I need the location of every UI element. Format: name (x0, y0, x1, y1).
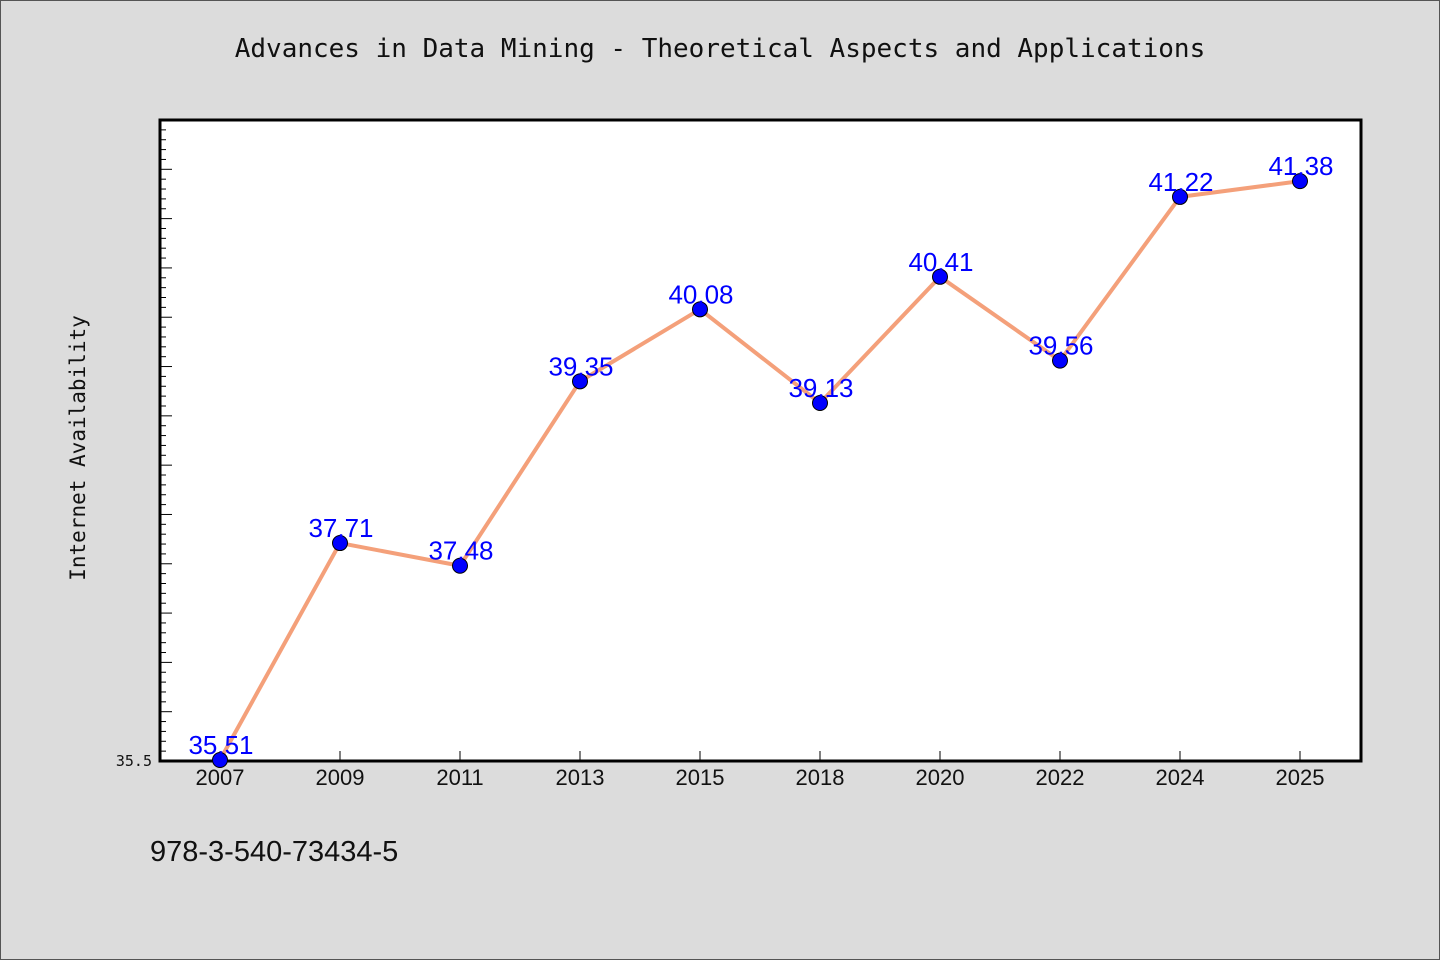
x-tick-label: 2015 (676, 765, 725, 790)
x-tick-label: 2018 (796, 765, 845, 790)
y-tick-label: 35.5 (116, 752, 152, 770)
series-group (212, 173, 1308, 769)
x-tick-label: 2020 (916, 765, 965, 790)
data-label: 37.71 (308, 513, 373, 543)
x-tick-label: 2007 (196, 765, 245, 790)
x-tick-label: 2024 (1156, 765, 1205, 790)
data-label: 35.51 (188, 730, 253, 760)
data-label: 39.35 (548, 351, 613, 381)
data-point (932, 268, 948, 285)
data-label: 40.08 (668, 279, 733, 309)
data-label: 39.13 (788, 373, 853, 403)
x-tick-label: 2022 (1036, 765, 1085, 790)
data-point (1172, 188, 1188, 205)
isbn-footnote: 978-3-540-73434-5 (150, 836, 399, 868)
data-point (452, 557, 468, 574)
data-point (212, 752, 228, 769)
x-axis-ticks: 2007 2009 2011 2013 2015 2018 2020 2022 2024 2025 (196, 751, 1325, 790)
x-tick-label: 2013 (556, 765, 605, 790)
plot-area (158, 118, 1363, 763)
data-point (1292, 173, 1308, 190)
data-label: 41.22 (1148, 167, 1213, 197)
data-point (1052, 352, 1068, 369)
data-label: 40.41 (908, 247, 973, 277)
x-tick-label: 2009 (316, 765, 365, 790)
x-tick-label: 2011 (436, 765, 483, 790)
data-point (812, 395, 828, 412)
data-labels-group: 35.51 37.71 37.48 39.35 40.08 39.13 40.41 39.56… (188, 151, 1333, 760)
chart-title: Advances in Data Mining - Theoretical As… (234, 34, 1206, 64)
data-point (692, 301, 708, 318)
data-label: 37.48 (428, 536, 493, 566)
y-axis-ticks: 35.5 (116, 119, 172, 770)
data-point (332, 535, 348, 552)
series-line (218, 179, 1301, 761)
data-point (572, 373, 588, 390)
data-label: 41.38 (1268, 151, 1333, 181)
data-label: 39.56 (1028, 331, 1093, 361)
x-tick-label: 2025 (1276, 765, 1325, 790)
